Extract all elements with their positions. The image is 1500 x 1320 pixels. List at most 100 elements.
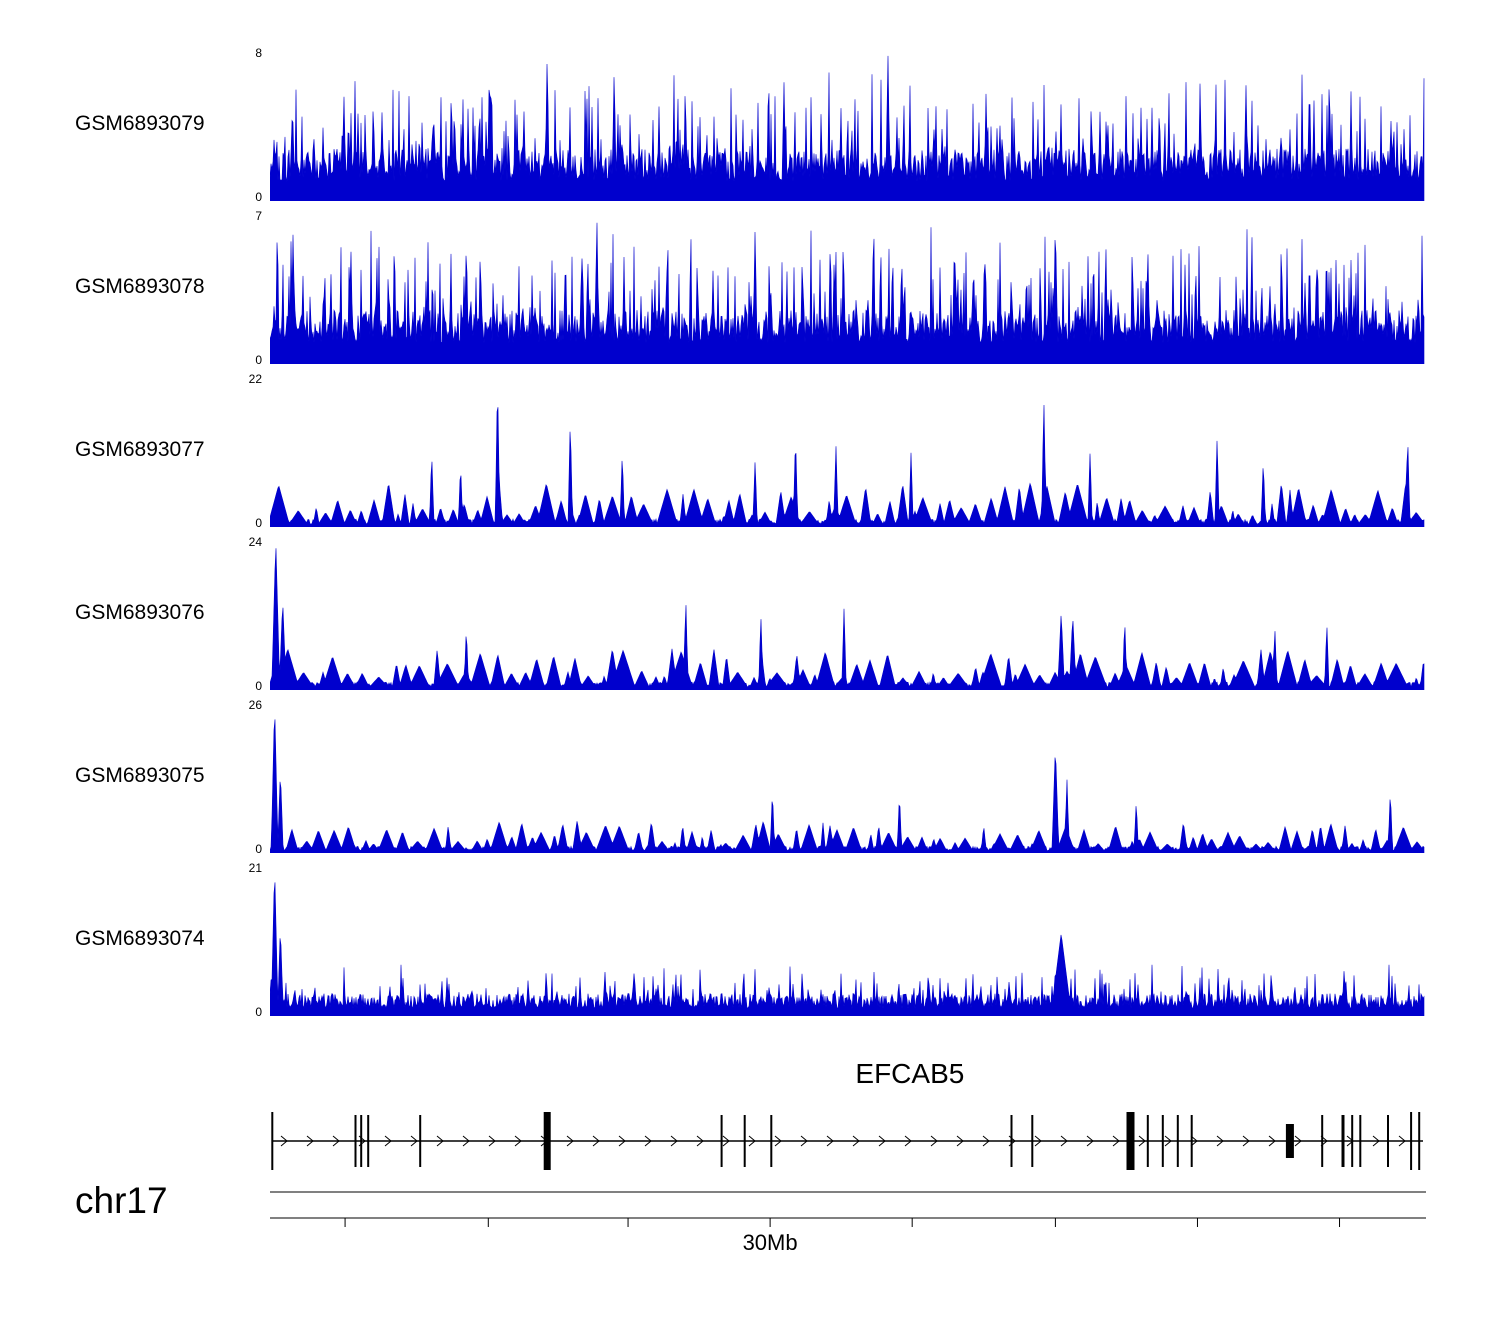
exon-mark [1321,1115,1324,1167]
track-plot: 22 0 [249,373,1425,529]
coverage-signal [270,222,1425,364]
exon-mark [1387,1115,1389,1167]
strand-arrow-icon [384,1135,392,1147]
strand-arrow-icon [1398,1135,1406,1147]
strand-arrow-icon [1242,1135,1250,1147]
exon-mark [1126,1112,1135,1170]
coverage-signal [270,404,1425,527]
strand-arrow-icon [644,1135,652,1147]
track-label: GSM6893076 [75,601,205,624]
track-label: GSM6893078 [75,275,205,298]
strand-arrow-icon [332,1135,340,1147]
strand-arrow-icon [566,1135,574,1147]
y-axis-min-label: 0 [255,353,262,367]
exon-mark [1176,1115,1179,1167]
strand-arrow-icon [852,1135,860,1147]
track-row: GSM6893079 8 0 [0,38,1500,203]
exon-mark [1410,1112,1413,1170]
coverage-signal [270,55,1425,201]
strand-arrow-icon [1034,1135,1042,1147]
strand-arrow-icon [878,1135,886,1147]
strand-arrow-icon [1086,1135,1094,1147]
y-axis-max-label: 21 [248,861,262,875]
exon-mark [354,1115,357,1167]
strand-arrow-icon [930,1135,938,1147]
strand-arrow-icon [1060,1135,1068,1147]
y-axis-min-label: 0 [255,516,262,530]
strand-arrow-icon [1190,1135,1198,1147]
axis-scale-label: 30Mb [743,1230,798,1255]
exon-mark [1341,1115,1345,1167]
exon-mark [1161,1115,1164,1167]
gene-name-label: EFCAB5 [855,1058,965,1089]
strand-arrow-icon [1164,1135,1172,1147]
track-label: GSM6893075 [75,764,205,787]
y-axis-max-label: 22 [248,372,262,386]
strand-arrow-icon [1268,1135,1276,1147]
exon-mark [360,1115,363,1167]
exon-mark [1359,1115,1362,1167]
coverage-signal [270,719,1425,853]
track-plot: 26 0 [249,699,1425,855]
strand-arrow-icon [462,1135,470,1147]
strand-arrow-icon [514,1135,522,1147]
exon-mark [419,1115,422,1167]
chromosome-label: chr17 [75,1180,168,1221]
strand-arrow-icon [1372,1135,1380,1147]
y-axis-min-label: 0 [255,190,262,204]
track-row: GSM6893078 7 0 [0,201,1500,366]
track-row: GSM6893074 21 0 [0,853,1500,1018]
y-axis-max-label: 8 [255,46,262,60]
track-plot: 21 0 [249,862,1425,1018]
y-axis-max-label: 7 [255,209,262,223]
exon-mark [1285,1124,1294,1158]
strand-arrow-icon [1112,1135,1120,1147]
exon-mark [1010,1115,1013,1167]
exon-mark [1418,1112,1421,1170]
y-axis-min-label: 0 [255,1005,262,1019]
strand-arrow-icon [826,1135,834,1147]
gene-model [271,1112,1423,1170]
y-axis-min-label: 0 [255,842,262,856]
strand-arrow-icon [748,1135,756,1147]
coverage-signal [270,882,1425,1016]
track-label: GSM6893077 [75,438,205,461]
track-label: GSM6893079 [75,112,205,135]
track-label: GSM6893074 [75,927,205,950]
y-axis-min-label: 0 [255,679,262,693]
exon-mark [1351,1115,1354,1167]
strand-arrow-icon [800,1135,808,1147]
coverage-tracks: GSM6893079 8 0 GSM6893078 7 0 GSM6893077 22 0 GSM… [0,38,1500,1018]
track-plot: 24 0 [249,536,1425,692]
strand-arrow-icon [982,1135,990,1147]
strand-arrow-icon [592,1135,600,1147]
y-axis-max-label: 24 [248,535,262,549]
track-row: GSM6893075 26 0 [0,690,1500,855]
exon-mark [1031,1115,1034,1167]
strand-arrow-icon [488,1135,496,1147]
exon-mark [1146,1115,1149,1167]
strand-arrow-icon [956,1135,964,1147]
coverage-signal [270,548,1425,690]
strand-arrow-icon [670,1135,678,1147]
exon-mark [743,1115,746,1167]
track-row: GSM6893076 24 0 [0,527,1500,692]
strand-arrow-icon [774,1135,782,1147]
strand-arrow-icon [1138,1135,1146,1147]
exon-mark [543,1112,551,1170]
strand-arrow-icon [722,1135,730,1147]
y-axis-max-label: 26 [248,698,262,712]
exon-mark [770,1115,773,1167]
strand-arrow-icon [1294,1135,1302,1147]
strand-arrow-icon [696,1135,704,1147]
genome-axis: 30Mb [270,1191,1426,1255]
strand-arrow-icon [904,1135,912,1147]
strand-arrow-icon [618,1135,626,1147]
gene-track: EFCAB5 [270,1058,1425,1188]
strand-arrow-icon [306,1135,314,1147]
exon-mark [367,1115,370,1167]
exon-mark [1190,1115,1193,1167]
